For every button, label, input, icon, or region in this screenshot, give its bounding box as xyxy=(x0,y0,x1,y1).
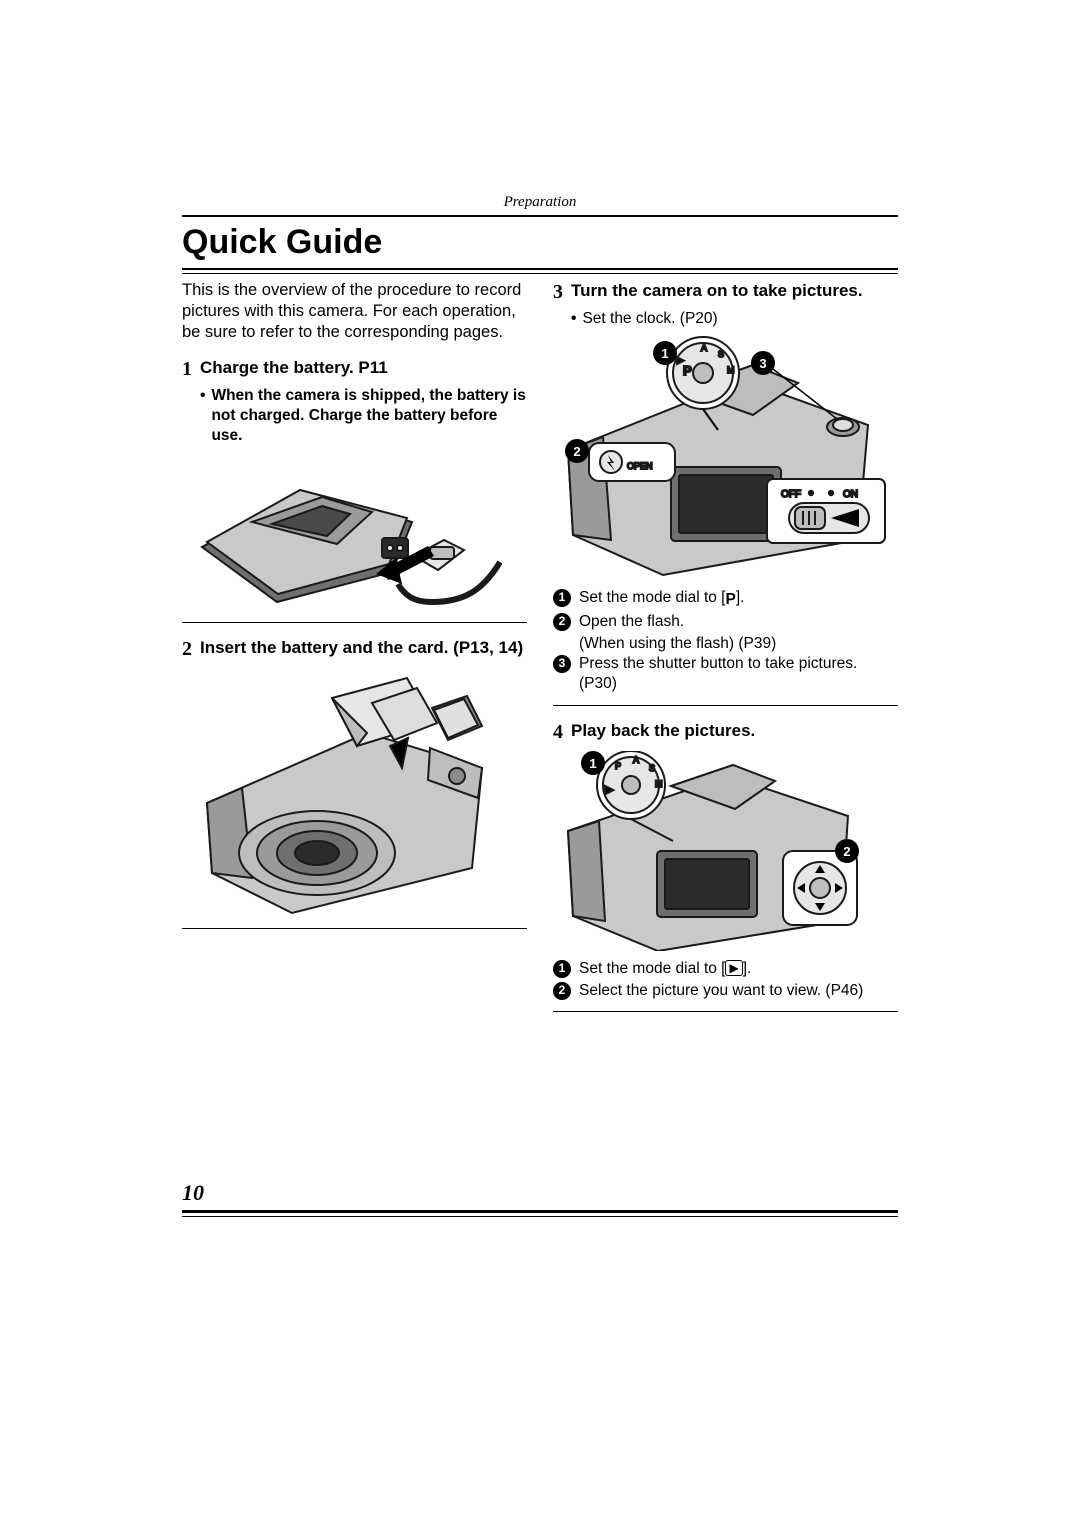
svg-text:S: S xyxy=(718,349,724,359)
switch-on-label: ON xyxy=(843,489,858,500)
svg-text:M: M xyxy=(655,779,663,789)
svg-text:S: S xyxy=(649,763,655,773)
svg-text:▶: ▶ xyxy=(605,784,614,796)
step-3-callout-2: 2 Open the flash. xyxy=(553,612,898,632)
left-column: This is the overview of the procedure to… xyxy=(182,280,527,1026)
step-3-callouts: 1 Set the mode dial to [P]. 2 Open the f… xyxy=(553,588,898,695)
intro-text: This is the overview of the procedure to… xyxy=(182,280,527,343)
figure-charger xyxy=(182,452,527,612)
step-4-title: Play back the pictures. xyxy=(571,720,755,745)
step-4-callouts: 1 Set the mode dial to [▶]. 2 Select the… xyxy=(553,959,898,1001)
badge-1-icon: 1 xyxy=(553,589,571,607)
step-3-bullet-text: Set the clock. (P20) xyxy=(582,309,717,329)
callout-4-1-text: Set the mode dial to [▶]. xyxy=(579,959,751,979)
step-4-callout-2: 2 Select the picture you want to view. (… xyxy=(553,981,898,1001)
rule-title-thin xyxy=(182,273,898,274)
right-column: 3 Turn the camera on to take pictures. •… xyxy=(553,280,898,1026)
svg-text:M: M xyxy=(727,365,735,375)
section-label: Preparation xyxy=(182,194,898,211)
divider-after-step1 xyxy=(182,622,527,623)
svg-text:3: 3 xyxy=(759,356,766,371)
callout-3-text: Press the shutter button to take picture… xyxy=(579,654,898,694)
svg-text:2: 2 xyxy=(573,444,580,459)
rule-title-thick xyxy=(182,268,898,270)
bullet-dot-icon: • xyxy=(200,386,205,445)
badge-3-icon: 3 xyxy=(553,655,571,673)
callout-2-text: Open the flash. xyxy=(579,612,684,632)
step-3-number: 3 xyxy=(553,280,563,305)
page-number: 10 xyxy=(182,1180,898,1206)
svg-text:A: A xyxy=(633,755,639,765)
callout-1-text: Set the mode dial to [P]. xyxy=(579,588,744,610)
play-mode-icon: ▶ xyxy=(725,960,742,976)
callout-4-2-text: Select the picture you want to view. (P4… xyxy=(579,981,863,1001)
step-4-heading: 4 Play back the pictures. xyxy=(553,720,898,745)
svg-text:▶: ▶ xyxy=(677,355,684,365)
open-label: OPEN xyxy=(627,461,653,471)
step-1-heading: 1 Charge the battery. P11 xyxy=(182,357,527,382)
svg-text:A: A xyxy=(701,343,707,353)
svg-text:1: 1 xyxy=(661,346,668,361)
svg-text:P: P xyxy=(683,363,692,378)
rule-top xyxy=(182,215,898,217)
page-title: Quick Guide xyxy=(182,223,898,262)
footer-rule-thick xyxy=(182,1210,898,1213)
step-3-title: Turn the camera on to take pictures. xyxy=(571,280,863,305)
divider-after-step2 xyxy=(182,928,527,929)
footer-rule-thin xyxy=(182,1216,898,1217)
svg-text:1: 1 xyxy=(589,756,596,771)
step-4-callout-1: 1 Set the mode dial to [▶]. xyxy=(553,959,898,979)
step-1-bullet-text: When the camera is shipped, the battery … xyxy=(211,386,527,445)
step-3-bullet: • Set the clock. (P20) xyxy=(571,309,898,329)
figure-insert-battery xyxy=(182,668,527,918)
step-3-heading: 3 Turn the camera on to take pictures. xyxy=(553,280,898,305)
step-1-bullet: • When the camera is shipped, the batter… xyxy=(200,386,527,445)
page-footer: 10 xyxy=(182,1180,898,1217)
step-2-number: 2 xyxy=(182,637,192,662)
svg-text:P: P xyxy=(615,761,621,771)
callout-2-sub: (When using the flash) (P39) xyxy=(579,634,898,654)
badge-1-icon: 1 xyxy=(553,960,571,978)
step-1-number: 1 xyxy=(182,357,192,382)
mode-p-icon: P xyxy=(725,590,735,610)
badge-2-icon: 2 xyxy=(553,982,571,1000)
step-2-heading: 2 Insert the battery and the card. (P13,… xyxy=(182,637,527,662)
figure-playback: ▶ P A S M 1 xyxy=(553,751,898,951)
step-2-title: Insert the battery and the card. (P13, 1… xyxy=(200,637,523,662)
figure-turn-on: P ▶ A S M 1 3 xyxy=(553,335,898,580)
switch-off-label: OFF xyxy=(781,489,801,500)
step-1-title: Charge the battery. P11 xyxy=(200,357,388,382)
divider-after-step4 xyxy=(553,1011,898,1012)
step-4-number: 4 xyxy=(553,720,563,745)
step-3-callout-3: 3 Press the shutter button to take pictu… xyxy=(553,654,898,694)
badge-2-icon: 2 xyxy=(553,613,571,631)
svg-text:2: 2 xyxy=(843,844,850,859)
divider-after-step3 xyxy=(553,705,898,706)
bullet-dot-icon: • xyxy=(571,309,576,329)
step-3-callout-1: 1 Set the mode dial to [P]. xyxy=(553,588,898,610)
